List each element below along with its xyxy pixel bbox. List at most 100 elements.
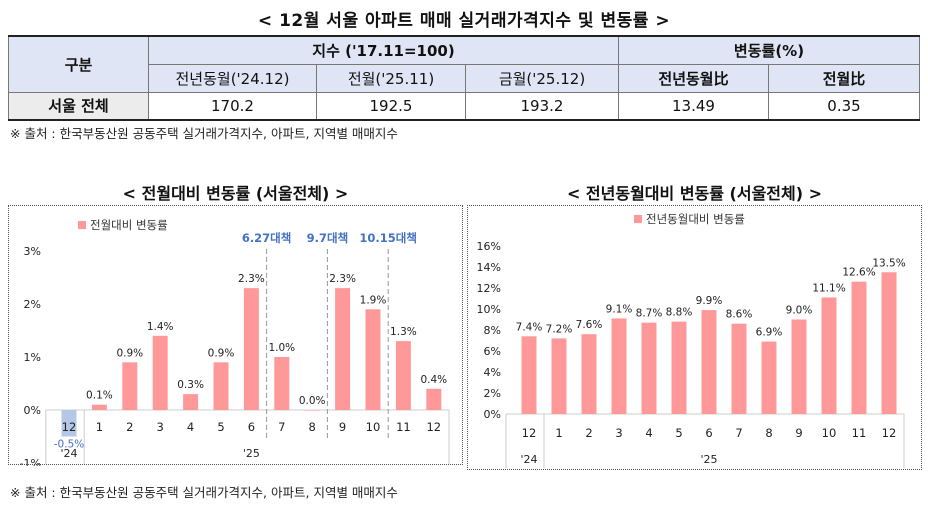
year-label: '24: [520, 453, 537, 466]
bar: [851, 281, 867, 414]
cell: 170.2: [148, 91, 317, 121]
bar: [183, 394, 199, 410]
bar: [611, 318, 627, 414]
cell: 193.2: [465, 91, 619, 121]
bar: [213, 362, 229, 410]
x-tick-label: 6: [248, 420, 255, 434]
data-label: -0.5%: [54, 439, 84, 451]
bar: [365, 309, 381, 410]
bar: [761, 341, 777, 414]
y-tick-label: 2%: [24, 298, 41, 311]
header-corner: 구분: [8, 35, 149, 93]
bar: [821, 297, 837, 414]
data-label: 13.5%: [872, 257, 905, 269]
data-label: 0.4%: [420, 374, 447, 386]
header-col: 전년동월('24.12): [148, 63, 317, 93]
data-label: 8.8%: [666, 307, 693, 319]
x-tick-label: 3: [615, 426, 622, 440]
x-tick-label: 1: [96, 420, 103, 434]
year-label: '25: [700, 453, 717, 466]
x-tick-label: 6: [705, 426, 712, 440]
x-tick-label: 12: [882, 426, 897, 440]
header-change-group: 변동률(%): [618, 35, 920, 65]
x-tick-label: 4: [645, 426, 652, 440]
bar: [122, 362, 138, 410]
data-label: 1.9%: [360, 294, 387, 306]
x-tick-label: 5: [675, 426, 682, 440]
legend-swatch: [634, 215, 642, 223]
y-tick-label: 16%: [477, 240, 501, 253]
y-tick-label: 2%: [484, 387, 501, 400]
y-tick-label: -1%: [20, 457, 41, 466]
x-tick-label: 2: [126, 420, 133, 434]
data-label: 9.9%: [696, 295, 723, 307]
y-tick-label: 12%: [477, 282, 501, 295]
y-tick-label: 6%: [484, 345, 501, 358]
data-label: 7.2%: [546, 323, 573, 335]
y-tick-label: 10%: [477, 303, 501, 316]
table-row: 서울 전체 170.2 192.5 193.2 13.49 0.35: [8, 91, 920, 121]
bar: [335, 288, 351, 410]
row-label: 서울 전체: [8, 91, 149, 121]
header-col: 전년동월比: [618, 63, 769, 93]
bar: [304, 410, 320, 411]
x-tick-label: 8: [309, 420, 316, 434]
bar: [243, 288, 259, 410]
header-col: 전월比: [768, 63, 920, 93]
data-label: 0.9%: [208, 347, 235, 359]
policy-annotation: 10.15대책: [359, 231, 417, 245]
policy-annotation: 6.27대책: [242, 231, 292, 245]
bar: [731, 323, 747, 414]
cell: 192.5: [316, 91, 466, 121]
x-tick-label: 9: [795, 426, 802, 440]
monthly-chart: 전월대비 변동률 -1% 0% 1% 2% 3% -0.5% 12 0.1% 1 0.9% 2 1.4%…: [8, 205, 463, 470]
header-col: 전월('25.11): [316, 63, 466, 93]
data-label: 2.3%: [329, 273, 356, 285]
source-note-bottom: ※ 출처 : 한국부동산원 공동주택 실거래가격지수, 아파트, 지역별 매매지…: [10, 485, 398, 500]
bar: [152, 335, 168, 410]
bar: [641, 322, 657, 414]
x-tick-label: 10: [366, 420, 381, 434]
data-label: 6.9%: [756, 327, 783, 339]
y-tick-label: 8%: [484, 324, 501, 337]
bar: [551, 338, 567, 414]
year-label: '25: [243, 447, 260, 460]
bar: [274, 357, 290, 410]
x-tick-label: 12: [62, 420, 77, 434]
source-note: ※ 출처 : 한국부동산원 공동주택 실거래가격지수, 아파트, 지역별 매매지…: [10, 126, 398, 141]
bar: [521, 336, 537, 414]
cell: 0.35: [768, 91, 920, 121]
legend-swatch: [78, 221, 86, 229]
x-tick-label: 3: [157, 420, 164, 434]
x-tick-label: 11: [396, 420, 411, 434]
page-title: < 12월 서울 아파트 매매 실거래가격지수 및 변동률 >: [257, 11, 671, 31]
bar: [91, 404, 107, 410]
bar: [671, 321, 687, 414]
y-tick-label: 3%: [24, 245, 41, 258]
data-label: 0.9%: [116, 347, 143, 359]
policy-annotation: 9.7대책: [307, 231, 349, 245]
data-label: 8.7%: [636, 308, 663, 320]
bar: [791, 319, 807, 414]
x-tick-label: 10: [822, 426, 837, 440]
y-tick-label: 0%: [484, 408, 501, 421]
data-label: 1.3%: [390, 326, 417, 338]
x-tick-label: 7: [735, 426, 742, 440]
x-tick-label: 12: [522, 426, 537, 440]
bar: [395, 341, 411, 410]
x-tick-label: 2: [585, 426, 592, 440]
data-label: 7.6%: [576, 319, 603, 331]
bar: [61, 410, 77, 437]
chart-title-monthly: < 전월대비 변동률 (서울전체) >: [122, 184, 349, 203]
x-tick-label: 4: [187, 420, 194, 434]
data-label: 7.4%: [516, 321, 543, 333]
data-label: 9.0%: [786, 305, 813, 317]
data-label: 2.3%: [238, 273, 265, 285]
data-label: 12.6%: [842, 267, 875, 279]
yearly-chart-svg: 전년동월대비 변동률0%2%4%6%8%10%12%14%16%7.4%127.…: [477, 212, 906, 468]
x-tick-label: 7: [278, 420, 285, 434]
data-label: 0.1%: [86, 390, 113, 402]
year-label: '24: [60, 447, 77, 460]
legend-label: 전월대비 변동률: [90, 218, 168, 232]
data-label: 1.0%: [268, 342, 295, 354]
